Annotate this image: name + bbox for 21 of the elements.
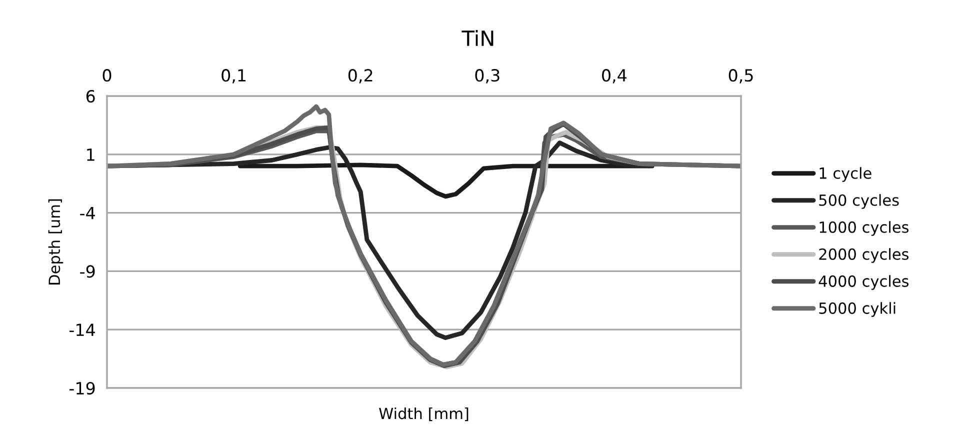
- x-tick-label: 0,4: [602, 69, 627, 84]
- x-axis-title: Width [mm]: [379, 407, 468, 422]
- y-tick-label: 1: [87, 148, 94, 161]
- y-tick-label: -9: [80, 265, 95, 278]
- legend-label: 500 cycles: [819, 194, 899, 209]
- legend-label: 5000 cykli: [819, 302, 896, 317]
- x-tick-label: 0,3: [475, 69, 500, 84]
- legend-label: 2000 cycles: [819, 248, 909, 263]
- y-tick-label: 6: [86, 90, 95, 103]
- legend-label: 4000 cycles: [818, 275, 909, 290]
- x-tick-label: 0,2: [348, 69, 372, 84]
- y-tick-label: -19: [69, 382, 95, 395]
- legend-label: 1 cycle: [820, 167, 872, 182]
- x-tick-label: 0,1: [222, 69, 246, 84]
- x-tick-label: 0,5: [728, 69, 753, 84]
- y-axis-title: Depth [um]: [48, 199, 64, 284]
- y-tick-label: -14: [69, 324, 95, 336]
- y-tick-label: -4: [80, 206, 95, 220]
- legend-label: 1000 cycles: [820, 221, 909, 236]
- chart-title: TiN: [462, 30, 494, 46]
- x-tick-label: 0: [102, 69, 112, 82]
